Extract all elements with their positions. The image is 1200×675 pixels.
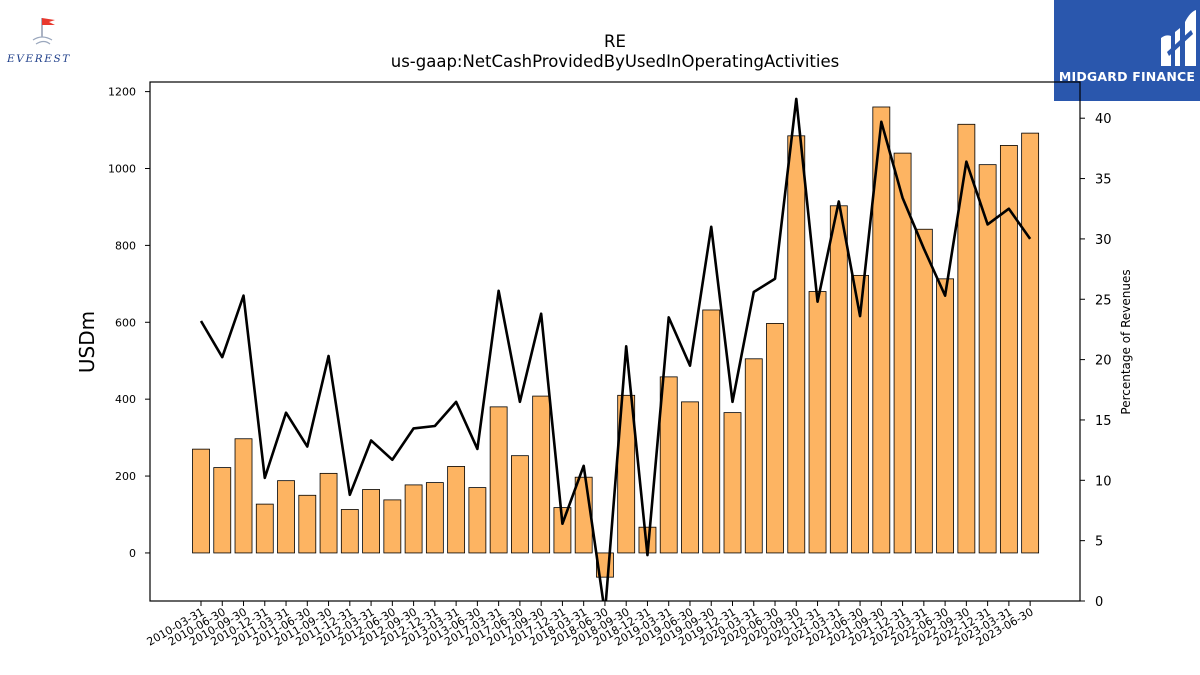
bar — [808, 291, 827, 554]
midgard-mark-icon — [1161, 10, 1196, 66]
midgard-wordmark: MIDGARD FINANCE — [1058, 69, 1196, 84]
bar — [957, 123, 976, 554]
bar — [851, 274, 869, 554]
bar — [447, 466, 466, 554]
bar — [510, 455, 529, 554]
bar — [192, 448, 210, 554]
bar — [362, 489, 380, 554]
y-axis-right: 0 5 10 15 20 25 30 35 40 — [1080, 112, 1112, 610]
bar — [978, 164, 997, 554]
mountain-flag-icon — [32, 18, 55, 45]
bar — [319, 472, 338, 554]
bar — [1021, 132, 1040, 554]
y2-tick-label: 10 — [1095, 474, 1112, 489]
bar — [999, 145, 1018, 554]
y2-tick-label: 40 — [1095, 112, 1112, 127]
bar — [340, 509, 359, 554]
y2-tick-label: 25 — [1095, 293, 1112, 308]
y-tick-label: 0 — [129, 547, 136, 560]
bar — [234, 438, 253, 554]
bar — [936, 278, 954, 554]
chart-subtitle: us-gaap:NetCashProvidedByUsedInOperating… — [390, 52, 840, 71]
y-tick-label: 800 — [115, 239, 136, 252]
bar — [617, 394, 636, 554]
y-tick-label: 400 — [115, 393, 136, 406]
y2-tick-label: 30 — [1095, 233, 1112, 248]
y-axis-label: USDm — [75, 311, 99, 373]
y-tick-label: 1200 — [108, 86, 136, 99]
bar — [872, 106, 891, 554]
bar — [766, 323, 784, 554]
bar — [914, 228, 933, 554]
y2-tick-label: 35 — [1095, 173, 1112, 188]
y2-tick-label: 15 — [1095, 414, 1112, 429]
bar — [255, 503, 274, 554]
x-axis: 2010-03-312010-06-302010-09-302010-12-31… — [145, 601, 1036, 649]
bar — [425, 482, 444, 554]
bar — [213, 467, 232, 554]
bar — [893, 152, 912, 554]
bar — [723, 412, 742, 554]
y-axis-left: 0 200 400 600 800 1000 1200 — [108, 86, 150, 560]
chart-title: RE — [604, 32, 626, 51]
y2-axis-label: Percentage of Revenues — [1119, 269, 1133, 414]
midgard-logo: MIDGARD FINANCE — [1054, 0, 1200, 101]
y-tick-label: 200 — [115, 470, 136, 483]
bar — [787, 135, 806, 554]
bar — [553, 507, 572, 554]
y2-tick-label: 5 — [1095, 535, 1103, 550]
bar — [681, 401, 699, 554]
bar — [532, 395, 551, 554]
bar — [659, 376, 678, 554]
y-tick-label: 1000 — [108, 163, 136, 176]
line-layer — [199, 97, 1032, 601]
bar — [489, 406, 508, 554]
bar — [277, 480, 295, 554]
everest-logo: EVEREST — [0, 0, 95, 75]
bar — [383, 499, 402, 554]
bar — [744, 358, 763, 554]
bar — [702, 309, 721, 554]
plot-frame — [149, 81, 1081, 602]
bar — [829, 205, 848, 554]
bar — [468, 487, 487, 554]
bars-layer — [192, 106, 1040, 578]
bar — [404, 484, 423, 554]
y2-tick-label: 20 — [1095, 354, 1112, 369]
everest-wordmark: EVEREST — [7, 53, 71, 65]
y2-tick-label: 0 — [1095, 595, 1103, 610]
y-tick-label: 600 — [115, 316, 136, 329]
percentage-line — [199, 97, 1032, 601]
bar — [298, 494, 317, 554]
